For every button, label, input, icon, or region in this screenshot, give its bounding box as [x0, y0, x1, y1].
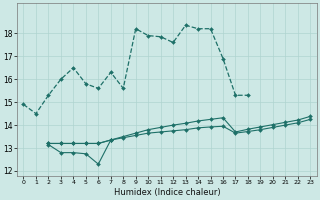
X-axis label: Humidex (Indice chaleur): Humidex (Indice chaleur) — [114, 188, 220, 197]
